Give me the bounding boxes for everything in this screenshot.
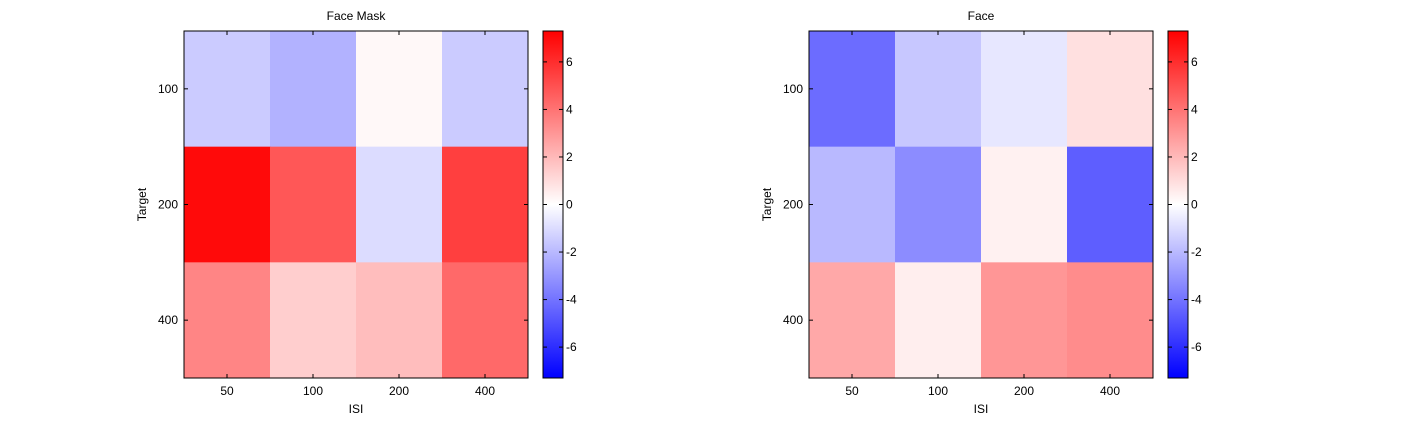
colorbar: -6 -4 -2 0 2 4 6 [542, 30, 577, 379]
colorbar-tick-label: 2 [1191, 150, 1198, 164]
heatmap-cell [356, 31, 443, 148]
heatmap-cell [442, 146, 529, 263]
colorbar-tick-label: 0 [1191, 198, 1198, 212]
colorbar-tick-label: -4 [1191, 293, 1202, 307]
y-tick-label: 400 [783, 313, 803, 327]
colorbar-tick-label: 4 [1191, 102, 1198, 116]
colorbar-tick-label: 2 [566, 150, 573, 164]
y-axis-label: Target [135, 187, 149, 221]
colorbar-tick-label: -2 [1191, 245, 1202, 259]
colorbar-tick-label: 4 [566, 102, 573, 116]
heatmap-cell [809, 262, 896, 379]
x-tick-label: 50 [220, 384, 234, 398]
heatmap-cell [809, 31, 896, 148]
heatmap-cell [981, 146, 1068, 263]
x-tick-label: 100 [928, 384, 948, 398]
heatmap-cell [356, 262, 443, 379]
heatmap-panel-2: 50 100 200 400 100 200 400 Face ISI Target -6 -4 -2 0… [760, 9, 1202, 416]
chart-title: Face [968, 9, 995, 23]
heatmap-cell [270, 262, 357, 379]
chart-title: Face Mask [327, 9, 387, 23]
colorbar-tick-label: 6 [1191, 55, 1198, 69]
colorbar-tick-label: 6 [566, 55, 573, 69]
colorbar-tick-label: -4 [566, 293, 577, 307]
heatmap-cell [184, 31, 271, 148]
heatmap-cell [442, 262, 529, 379]
heatmap-cell [1067, 146, 1154, 263]
x-axis-label: ISI [349, 402, 364, 416]
heatmap-cell [1067, 262, 1154, 379]
y-tick-label: 100 [783, 82, 803, 96]
x-tick-label: 400 [1100, 384, 1120, 398]
x-tick-label: 50 [845, 384, 859, 398]
x-axis-label: ISI [974, 402, 989, 416]
y-tick-label: 100 [158, 82, 178, 96]
x-tick-label: 100 [303, 384, 323, 398]
heatmap-cell [270, 31, 357, 148]
heatmap-cell [184, 262, 271, 379]
heatmap-cell [981, 262, 1068, 379]
heatmap-cell [356, 146, 443, 263]
y-tick-label: 400 [158, 313, 178, 327]
colorbar-tick-label: -6 [566, 340, 577, 354]
heatmap-cell [442, 31, 529, 148]
heatmap-cell [981, 31, 1068, 148]
colorbar-tick-label: 0 [566, 198, 573, 212]
heatmap-cell [895, 31, 982, 148]
y-axis-label: Target [760, 187, 774, 221]
heatmap-panel-1: 50 100 200 400 100 200 400 Face Mask ISI Target -6… [135, 9, 577, 416]
heatmap-cell [270, 146, 357, 263]
y-tick-label: 200 [158, 198, 178, 212]
y-tick-label: 200 [783, 198, 803, 212]
heatmap-cell [1067, 31, 1154, 148]
colorbar-tick-label: -6 [1191, 340, 1202, 354]
heatmap-cell [809, 146, 896, 263]
heatmap-cell [184, 146, 271, 263]
colorbar-tick-label: -2 [566, 245, 577, 259]
x-tick-label: 200 [389, 384, 409, 398]
x-tick-label: 400 [475, 384, 495, 398]
heatmap-cell [895, 262, 982, 379]
x-tick-label: 200 [1014, 384, 1034, 398]
heatmap-cell [895, 146, 982, 263]
colorbar: -6 -4 -2 0 2 4 6 [1167, 30, 1202, 379]
